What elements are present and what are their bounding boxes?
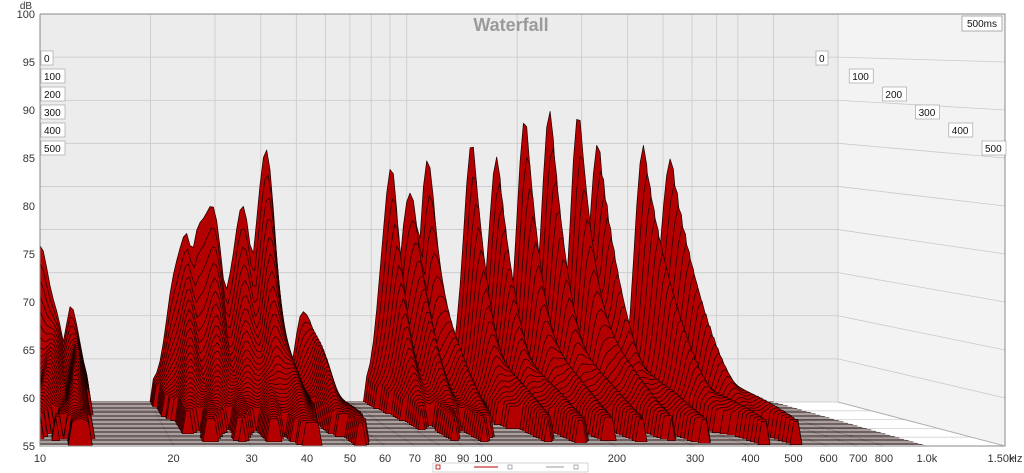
- grid-line-side: [837, 272, 1006, 303]
- x-tick-label: 800: [875, 453, 893, 465]
- time-tick-label-right: 0: [819, 54, 825, 65]
- time-tick-label-left: 100: [44, 72, 61, 83]
- frame-diagonal: [837, 401, 1006, 447]
- y-tick-label: 65: [23, 345, 35, 357]
- time-tick-label-right: 200: [885, 90, 902, 101]
- x-tick-label: 50: [344, 453, 356, 465]
- right-wall: [838, 14, 1005, 446]
- y-tick-label: 80: [23, 201, 35, 213]
- y-axis-unit: dB: [20, 1, 33, 12]
- chart-title: Waterfall: [473, 15, 548, 35]
- y-tick-label: 70: [23, 297, 35, 309]
- y-tick-label: 60: [23, 393, 35, 405]
- time-tick-box: [40, 68, 66, 84]
- x-tick-label: 300: [686, 453, 704, 465]
- grid-line-side: [837, 315, 1006, 351]
- y-tick-label: 90: [23, 105, 35, 117]
- time-tick-label-right: 400: [952, 126, 969, 137]
- x-axis-unit: Hz: [1009, 453, 1022, 465]
- grid-line-side: [837, 56, 1006, 63]
- time-ticks-right: 0 100 200 300 400 500: [815, 50, 1007, 156]
- x-tick-label: 80: [434, 453, 446, 465]
- time-tick-label-right: 300: [919, 108, 936, 119]
- time-badge-label: 500ms: [967, 19, 997, 30]
- time-tick-label-right: 100: [852, 72, 869, 83]
- time-tick-box: [848, 68, 874, 84]
- time-tick-label-left: 400: [44, 126, 61, 137]
- time-tick-label-left: 300: [44, 108, 61, 119]
- x-tick-label: 30: [245, 453, 257, 465]
- x-tick-label: 600: [819, 453, 837, 465]
- waterfall-slice: [39, 414, 918, 444]
- time-tick-box: [948, 122, 974, 138]
- x-tick-label: 1.0k: [917, 453, 938, 465]
- x-tick-label: 40: [301, 453, 313, 465]
- time-tick-box: [40, 50, 54, 66]
- grid-line-side: [837, 186, 1006, 207]
- time-tick-box: [40, 122, 66, 138]
- waterfall-slices: [39, 110, 928, 447]
- time-ticks-left: 0 100 200 300 400 500: [40, 50, 66, 156]
- waterfall-slice: [39, 413, 914, 443]
- grid-line-side: [837, 142, 1006, 159]
- time-tick-label-left: 500: [44, 144, 61, 155]
- x-axis-ticks: 10 20 30 40 50 60 70 80 90 100 200 300 400 500 600 700 8…: [34, 453, 1023, 465]
- legend-strip: [432, 462, 589, 473]
- waterfall-slice: [39, 416, 923, 446]
- x-tick-label: 400: [741, 453, 759, 465]
- x-tick-label: 500: [784, 453, 802, 465]
- time-tick-box: [981, 140, 1007, 156]
- time-tick-box: [815, 50, 829, 66]
- y-tick-label: 75: [23, 249, 35, 261]
- x-tick-label: 90: [457, 453, 469, 465]
- time-tick-label-right: 500: [985, 144, 1002, 155]
- floor-line-freq: [150, 401, 174, 447]
- time-tick-box: [915, 104, 940, 120]
- y-tick-label: 85: [23, 153, 35, 165]
- y-tick-label: 95: [23, 57, 35, 69]
- time-tick-box: [40, 86, 66, 102]
- time-tick-box: [40, 104, 66, 120]
- plot-frame: [39, 13, 1006, 447]
- y-tick-label: 100: [17, 9, 35, 21]
- x-tick-label: 70: [409, 453, 421, 465]
- floor-line-freq: [349, 401, 415, 447]
- time-tick-label-left: 200: [44, 90, 61, 101]
- x-tick-label: 20: [167, 453, 179, 465]
- x-tick-label: 700: [849, 453, 867, 465]
- time-tick-box: [40, 140, 66, 156]
- grid-line-side: [837, 229, 1006, 255]
- x-tick-label: 200: [608, 453, 626, 465]
- time-badge: 500ms: [961, 15, 1003, 32]
- time-tick-box: [882, 86, 907, 102]
- x-tick-label: 60: [379, 453, 391, 465]
- x-tick-label: 100: [474, 453, 492, 465]
- y-tick-label: 55: [23, 441, 35, 453]
- time-tick-label-left: 0: [44, 54, 50, 65]
- x-tick-label: 1.50k: [988, 453, 1015, 465]
- x-tick-label: 10: [34, 453, 46, 465]
- floor-line-freq: [773, 401, 928, 447]
- y-axis-ticks: 100 95 90 85 80 75 70 65 60 55: [17, 9, 35, 453]
- grid-line-side: [837, 358, 1006, 399]
